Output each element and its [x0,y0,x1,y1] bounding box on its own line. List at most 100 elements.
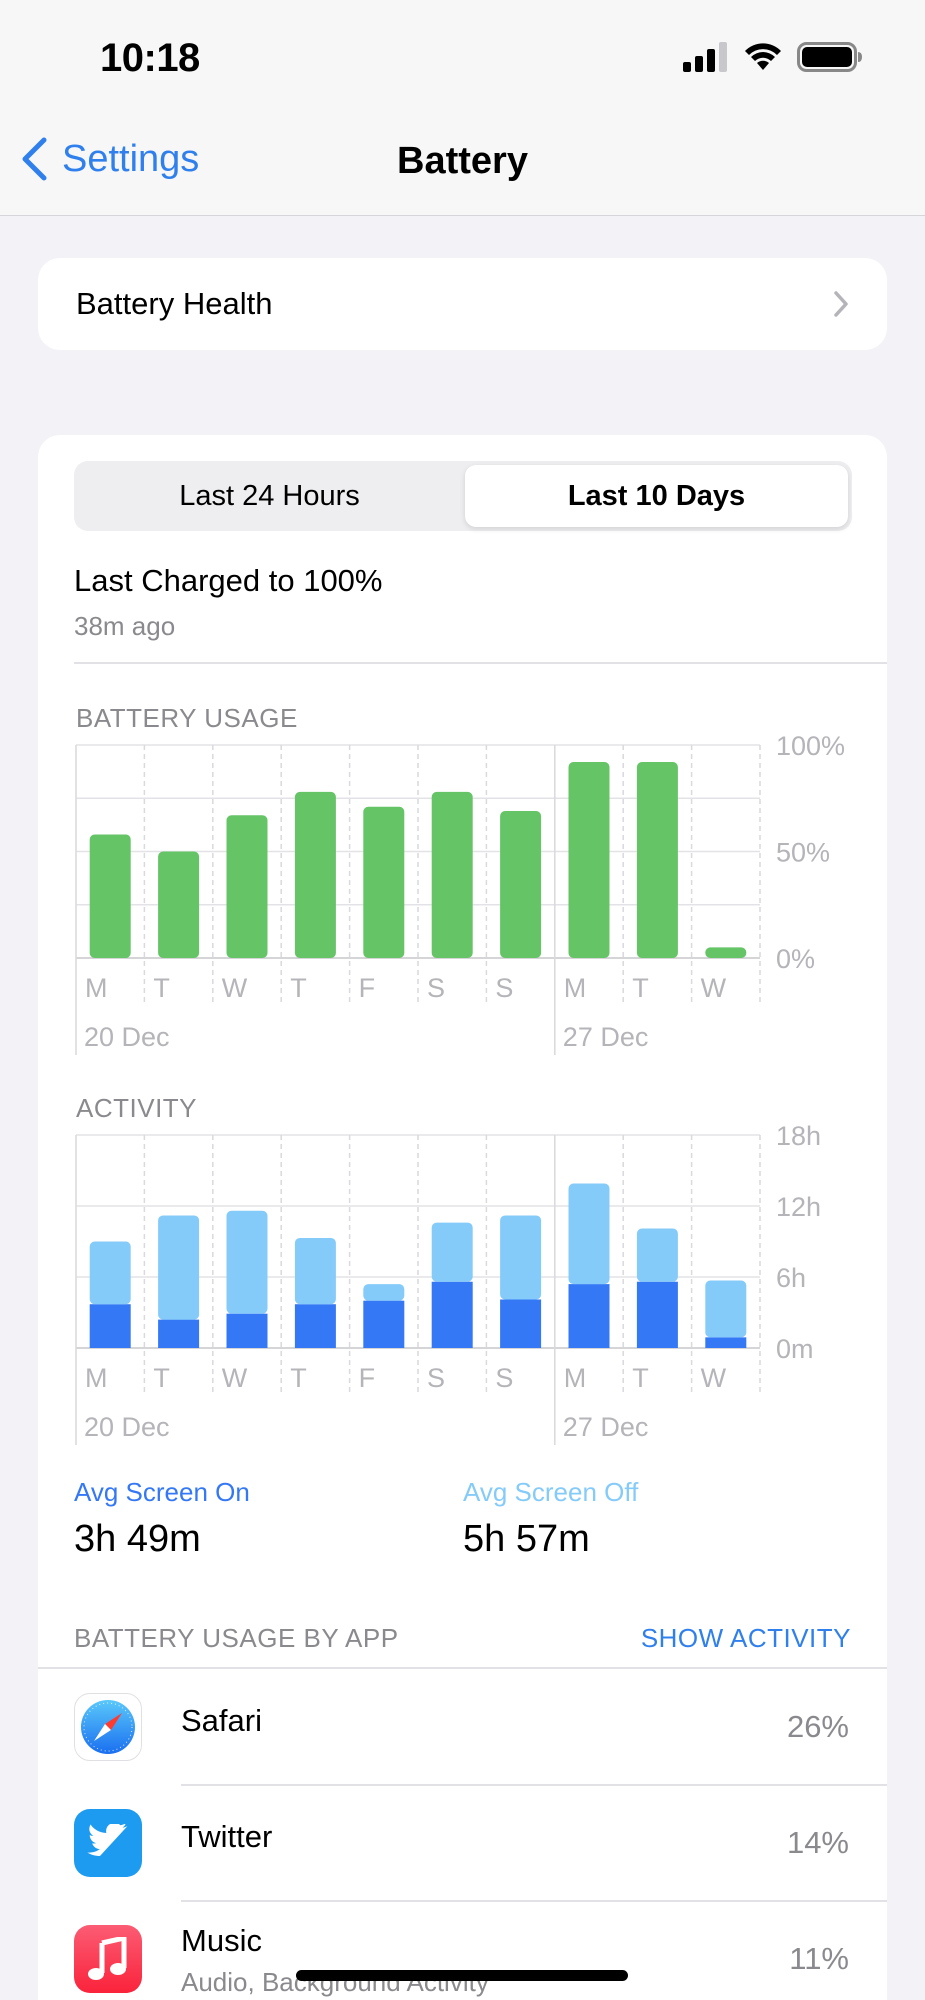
date-label: 20 Dec [84,1412,170,1442]
screen-on-bar [294,1304,336,1348]
screen-on-bar [705,1337,747,1348]
home-indicator[interactable] [296,1970,628,1981]
date-label: 27 Dec [563,1022,649,1052]
day-label: S [495,1363,513,1393]
app-percent: 11% [789,1941,849,1976]
time-range-segmented-control: Last 24 Hours Last 10 Days [74,461,852,531]
chevron-left-icon [22,137,47,181]
y-tick-label: 0% [776,944,815,974]
charts-canvas: 100% 50% 0% M T W T F S S M T W 20 Dec 27 Dec 18h 12h 6h… [75,731,845,1445]
app-row-safari[interactable]: Safari 26% [38,1669,887,1785]
y-tick-label: 50% [776,838,830,868]
screen-off-bar [705,1280,747,1338]
activity-heading: ACTIVITY [76,1093,198,1123]
last-charged-title: Last Charged to 100% [74,563,383,598]
avg-screen-on-value: 3h 49m [74,1518,201,1560]
screen-off-bar [89,1241,131,1305]
day-label: T [632,973,649,1003]
status-time: 10:18 [100,36,200,80]
screen-off-bar [226,1210,268,1314]
last-charged-time: 38m ago [74,611,176,641]
day-label: W [222,973,248,1003]
divider [74,662,887,664]
show-activity-button[interactable]: SHOW ACTIVITY [640,1623,851,1653]
screen-off-bar [294,1237,336,1305]
back-button-label: Settings [62,137,200,180]
day-label: W [701,1363,727,1393]
activity-chart: 18h 12h 6h 0m M T W T F S S M T W 20 Dec 27 Dec [75,1121,821,1445]
day-label: M [85,973,108,1003]
day-label: W [701,973,727,1003]
day-label: S [495,973,513,1003]
avg-screen-on-label: Avg Screen On [74,1477,250,1507]
day-label: F [359,1363,376,1393]
date-label: 20 Dec [84,1022,170,1052]
app-name: Twitter [181,1819,273,1854]
music-icon [74,1925,142,1993]
battery-usage-by-app-heading: BATTERY USAGE BY APP [74,1623,399,1653]
day-label: T [290,1363,307,1393]
usage-bar [226,815,268,958]
y-tick-label: 100% [776,731,845,761]
avg-screen-off-label: Avg Screen Off [463,1477,639,1507]
screen-off-bar [363,1284,405,1301]
screen-off-bar [431,1222,473,1282]
app-row-twitter[interactable]: Twitter 14% [38,1785,887,1901]
status-icons [683,42,863,72]
screen-on-bar [158,1319,200,1348]
screen-off-bar [158,1215,200,1320]
navigation-bar: Settings Battery [0,120,925,216]
divider [181,1784,887,1786]
y-tick-label: 18h [776,1121,821,1151]
usage-bar [363,806,405,958]
wifi-icon [745,43,781,70]
usage-bar [294,791,336,958]
screen-on-bar [89,1304,131,1348]
screen-on-bar [363,1300,405,1348]
screen-on-bar [568,1284,610,1348]
y-tick-label: 12h [776,1192,821,1222]
day-label: T [632,1363,649,1393]
segment-last-24-hours[interactable]: Last 24 Hours [179,479,360,512]
divider [181,1900,887,1902]
battery-usage-card: Last 24 Hours Last 10 Days Last Charged … [38,435,887,2000]
app-name: Safari [181,1703,262,1738]
battery-health-row[interactable]: Battery Health [38,258,887,350]
day-label: T [153,973,170,1003]
back-button[interactable]: Settings [20,136,199,182]
safari-icon [74,1693,142,1761]
usage-bar [636,762,678,958]
day-label: F [359,973,376,1003]
day-label: T [153,1363,170,1393]
cellular-signal-icon [683,42,727,72]
day-label: T [290,973,307,1003]
app-name: Music [181,1923,262,1958]
avg-screen-off-value: 5h 57m [463,1518,590,1560]
app-percent: 14% [786,1825,849,1860]
app-percent: 26% [786,1709,849,1744]
screen-off-bar [500,1215,542,1300]
twitter-icon [74,1809,142,1877]
screen-on-bar [226,1313,268,1348]
day-label: W [222,1363,248,1393]
segment-last-10-days[interactable]: Last 10 Days [465,465,848,527]
day-label: M [85,1363,108,1393]
app-row-music[interactable]: Music Audio, Background Activity 11% [38,1901,887,2000]
battery-health-label: Battery Health [76,286,273,321]
day-label: M [564,973,587,1003]
day-label: M [564,1363,587,1393]
battery-icon [797,42,862,72]
page-title: Battery [397,140,528,182]
screen-on-bar [500,1299,542,1348]
y-tick-label: 0m [776,1334,814,1364]
usage-bar [431,791,473,958]
usage-bar [500,811,542,958]
y-tick-label: 6h [776,1263,806,1293]
screen-on-bar [636,1281,678,1348]
chevron-right-icon [834,291,848,317]
date-label: 27 Dec [563,1412,649,1442]
day-label: S [427,1363,445,1393]
usage-bar [705,947,747,958]
status-bar: 10:18 [0,0,925,120]
usage-bar [158,851,200,958]
